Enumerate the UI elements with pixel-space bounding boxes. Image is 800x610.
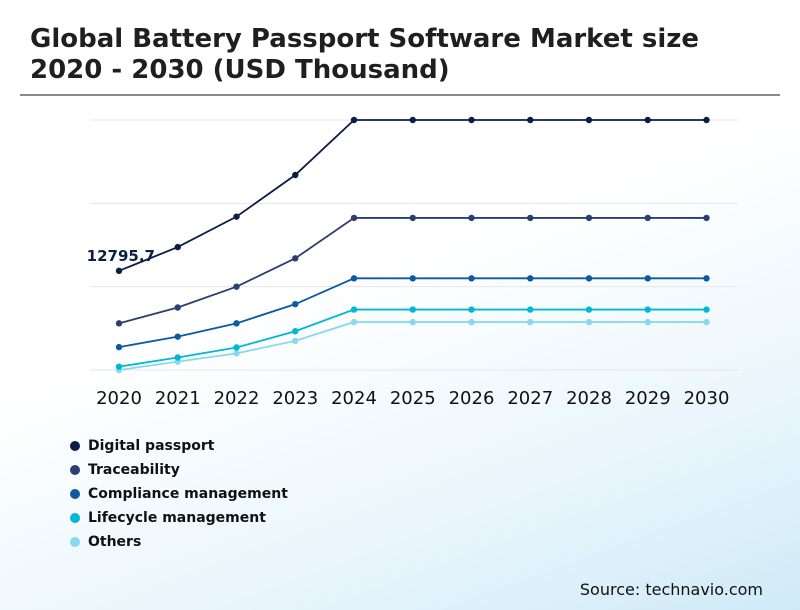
data-point [585, 116, 593, 124]
legend-dot-icon [70, 537, 80, 547]
legend-item: Compliance management [70, 482, 288, 506]
data-point [527, 214, 534, 222]
data-point [350, 116, 358, 124]
line-chart: 12795.7 2020 2021 2022 2023 2024 2025 2026 2027 2… [87, 116, 738, 409]
data-point [703, 116, 710, 124]
data-point [350, 214, 358, 222]
data-point [644, 318, 651, 326]
x-tick-label: 2026 [449, 388, 495, 409]
data-point [350, 275, 358, 282]
x-tick-label: 2023 [272, 388, 318, 409]
data-point [233, 344, 240, 351]
data-point [703, 214, 710, 222]
legend-label: Compliance management [88, 486, 288, 502]
data-point [409, 318, 416, 326]
legend-label: Lifecycle management [88, 510, 266, 526]
data-point [527, 306, 534, 313]
x-tick-label: 2025 [390, 388, 436, 409]
data-point [644, 116, 651, 124]
data-point [527, 318, 534, 326]
data-point [585, 318, 593, 326]
x-tick-label: 2024 [331, 388, 377, 409]
data-point [468, 306, 475, 313]
data-point [174, 243, 181, 251]
data-point [527, 275, 534, 282]
series-line [118, 119, 707, 272]
data-point [174, 333, 181, 340]
data-point [292, 255, 299, 262]
data-point [115, 363, 123, 370]
chart-title: Global Battery Passport Software Market … [30, 24, 700, 85]
x-tick-label: 2020 [96, 388, 142, 409]
data-point [115, 343, 123, 351]
x-tick-label: 2029 [625, 388, 671, 409]
data-point [409, 275, 416, 282]
data-point [292, 328, 299, 335]
legend-dot-icon [70, 441, 80, 451]
legend-label: Traceability [88, 462, 180, 478]
chart-legend: Digital passport Traceability Compliance m… [70, 434, 288, 554]
data-point [527, 116, 534, 124]
data-label: 12795.7 [87, 247, 155, 265]
x-tick-label: 2028 [566, 388, 612, 409]
data-point [468, 318, 475, 326]
data-point [292, 337, 299, 345]
data-point [585, 275, 593, 282]
data-point [350, 318, 358, 326]
title-divider [20, 94, 780, 96]
legend-label: Digital passport [88, 438, 215, 454]
x-tick-label: 2021 [155, 388, 201, 409]
legend-dot-icon [70, 465, 80, 475]
legend-item: Traceability [70, 458, 288, 482]
data-point [409, 214, 416, 222]
data-point [115, 267, 123, 275]
legend-dot-icon [70, 489, 80, 499]
data-point [468, 214, 475, 222]
data-point [644, 306, 651, 313]
legend-item: Digital passport [70, 434, 288, 458]
data-point [409, 116, 416, 124]
data-point [409, 306, 416, 313]
data-point [174, 354, 181, 361]
data-point [644, 275, 651, 282]
data-point [350, 306, 358, 313]
data-point [233, 320, 240, 327]
data-point [585, 306, 593, 313]
data-point [703, 275, 710, 282]
data-point [703, 318, 710, 326]
legend-dot-icon [70, 513, 80, 523]
data-point [292, 171, 299, 179]
data-point [292, 300, 299, 308]
data-point [115, 320, 123, 327]
data-point [233, 350, 240, 357]
x-tick-label: 2030 [684, 388, 730, 409]
data-point [468, 275, 475, 282]
legend-item: Others [70, 530, 288, 554]
legend-item: Lifecycle management [70, 506, 288, 530]
data-point [233, 283, 240, 290]
source-note: Source: technavio.com [579, 580, 763, 599]
legend-label: Others [88, 534, 142, 550]
x-tick-label: 2027 [507, 388, 553, 409]
data-point [174, 304, 181, 311]
x-tick-label: 2022 [214, 388, 260, 409]
data-point [644, 214, 651, 222]
data-point [703, 306, 710, 313]
data-point [585, 214, 593, 222]
data-point [233, 213, 240, 220]
data-point [468, 116, 475, 124]
